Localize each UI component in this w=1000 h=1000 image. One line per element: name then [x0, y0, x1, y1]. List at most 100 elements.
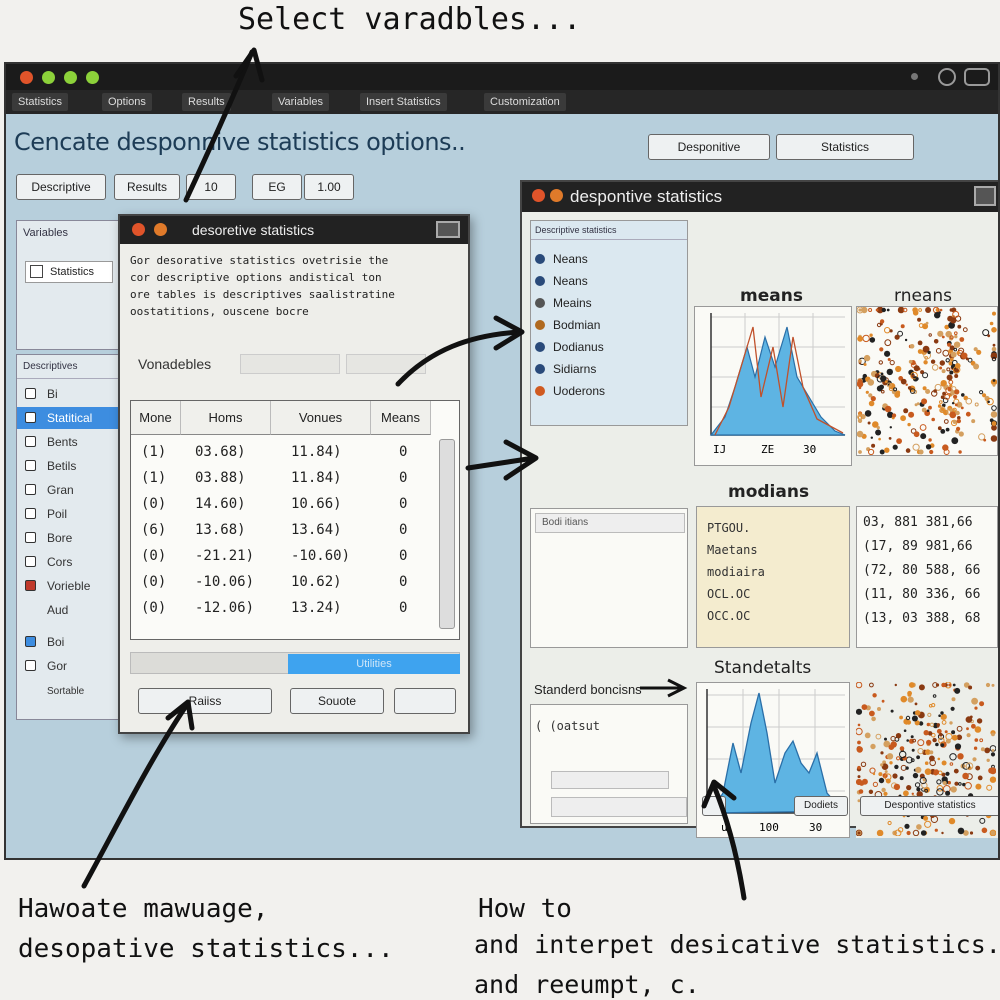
scatter-point — [912, 738, 916, 743]
scatter-point — [963, 682, 970, 688]
menu-insert-statistics[interactable]: Insert Statistics — [360, 93, 447, 111]
checkbox-icon — [25, 508, 36, 519]
utilities-highlight[interactable]: Utilities — [288, 654, 460, 674]
table-row[interactable]: (0) -21.21) -10.60) 0 — [141, 548, 408, 564]
scatter-point — [858, 386, 862, 390]
list-item[interactable]: Neans — [531, 249, 588, 269]
sidebar-item-vorieble[interactable]: Vorieble — [17, 575, 121, 597]
eject-icon[interactable] — [911, 73, 918, 80]
one-button[interactable]: 1.00 — [304, 174, 354, 200]
pill-button-icon[interactable] — [964, 68, 990, 86]
extra-button[interactable] — [394, 688, 456, 714]
scatter-point — [974, 706, 978, 710]
minimize-dot-icon[interactable] — [42, 71, 55, 84]
dialog-resize-icon[interactable] — [436, 221, 460, 238]
close-dot-icon[interactable] — [132, 223, 145, 236]
sidebar-top-item[interactable]: Statistics — [25, 261, 113, 283]
table-row[interactable]: (0) 14.60) 10.66) 0 — [141, 496, 408, 512]
extra-dot-icon[interactable] — [86, 71, 99, 84]
menu-statistics[interactable]: Statistics — [12, 93, 69, 111]
results-button[interactable]: Results — [114, 174, 180, 200]
sidebar-item-bore[interactable]: Bore — [17, 527, 121, 549]
scatter-point — [862, 373, 867, 379]
scatter-point — [949, 345, 955, 351]
scatter-point — [875, 733, 882, 740]
menu-variables[interactable]: Variables — [272, 93, 330, 111]
column-header[interactable]: Homs — [181, 401, 271, 435]
small-button[interactable] — [702, 796, 726, 816]
raiiss-button[interactable]: Raiiss — [138, 688, 272, 714]
variables-field[interactable] — [240, 354, 340, 374]
minimize-dot-icon[interactable] — [550, 189, 563, 202]
results-window: despontive statistics Descriptive statis… — [520, 180, 998, 838]
souote-button[interactable]: Souote — [290, 688, 384, 714]
sidebar-item-aud[interactable]: Aud — [47, 603, 69, 617]
close-dot-icon[interactable] — [532, 189, 545, 202]
variables-field-2[interactable] — [346, 354, 426, 374]
menu-customization[interactable]: Customization — [484, 93, 566, 111]
menu-options[interactable]: Options — [102, 93, 152, 111]
scatter-point — [906, 720, 912, 725]
table-row[interactable]: (1) 03.88) 11.84) 0 — [141, 470, 408, 486]
scatter-point — [903, 729, 907, 732]
desponitive-button[interactable]: Desponitive — [648, 134, 770, 160]
sidebar-item-bi[interactable]: Bi — [17, 383, 121, 405]
value-row: 03, 881 381,66 — [863, 515, 973, 530]
table-row[interactable]: (6) 13.68) 13.64) 0 — [141, 522, 408, 538]
sidebar-item-statitical[interactable]: Statitical — [17, 407, 121, 429]
scatter-point — [951, 734, 958, 741]
list-item[interactable]: Meains — [531, 293, 592, 313]
scatter-point — [941, 682, 946, 688]
table-scrollbar[interactable] — [439, 439, 455, 629]
sidebar-item-gor[interactable]: Gor — [17, 655, 121, 677]
despontive-statistics-button[interactable]: Despontive statistics — [860, 796, 998, 816]
sidebar-item-bents[interactable]: Bents — [17, 431, 121, 453]
scatter-point — [956, 734, 963, 741]
scatter-point — [937, 404, 942, 408]
zoom-dot-icon[interactable] — [64, 71, 77, 84]
ten-button[interactable]: 10 — [186, 174, 236, 200]
column-header[interactable]: Vonues — [271, 401, 371, 435]
medians-input[interactable]: Bodi itians — [535, 513, 685, 533]
sidebar-item-gran[interactable]: Gran — [17, 479, 121, 501]
list-item[interactable]: Dodianus — [531, 337, 604, 357]
close-dot-icon[interactable] — [20, 71, 33, 84]
eg-button[interactable]: EG — [252, 174, 302, 200]
column-header[interactable]: Mone — [131, 401, 181, 435]
scatter-point — [897, 306, 905, 314]
standard-input[interactable]: ( (oatsut — [535, 719, 601, 733]
sidebar-item-betils[interactable]: Betils — [17, 455, 121, 477]
scatter-point — [938, 737, 945, 744]
standard-field-2[interactable] — [551, 797, 687, 817]
circle-button-icon[interactable] — [938, 68, 956, 86]
list-item[interactable]: Neans — [531, 271, 588, 291]
list-item[interactable]: Uoderons — [531, 381, 605, 401]
table-row[interactable]: (1) 03.68) 11.84) 0 — [141, 444, 408, 460]
scatter-point — [951, 697, 956, 702]
descriptive-button[interactable]: Descriptive — [16, 174, 106, 200]
menu-results[interactable]: Results — [182, 93, 231, 111]
table-row[interactable]: (0) -10.06) 10.62) 0 — [141, 574, 408, 590]
scatter-point — [899, 746, 905, 751]
scatter-point — [989, 829, 997, 837]
sidebar-item-cors[interactable]: Cors — [17, 551, 121, 573]
sidebar-item-sortable[interactable]: Sortable — [47, 686, 85, 697]
scatter-point — [951, 730, 956, 735]
scatter-point — [932, 694, 937, 698]
results-resize-icon[interactable] — [974, 186, 996, 206]
list-item[interactable]: Bodmian — [531, 315, 600, 335]
scatter-point — [913, 431, 920, 438]
scatter-point — [888, 383, 896, 390]
sidebar-item-boi[interactable]: Boi — [17, 631, 121, 653]
scatter-point — [917, 317, 922, 322]
scatter-point — [935, 348, 942, 354]
statistics-button[interactable]: Statistics — [776, 134, 914, 160]
list-item[interactable]: Sidiarns — [531, 359, 596, 379]
sidebar-item-poil[interactable]: Poil — [17, 503, 121, 525]
dodiets-button[interactable]: Dodiets — [794, 796, 848, 816]
column-header[interactable]: Means — [371, 401, 431, 435]
standard-field-1[interactable] — [551, 771, 669, 789]
minimize-dot-icon[interactable] — [154, 223, 167, 236]
scatter-point — [928, 438, 932, 442]
table-row[interactable]: (0) -12.06) 13.24) 0 — [141, 600, 408, 616]
